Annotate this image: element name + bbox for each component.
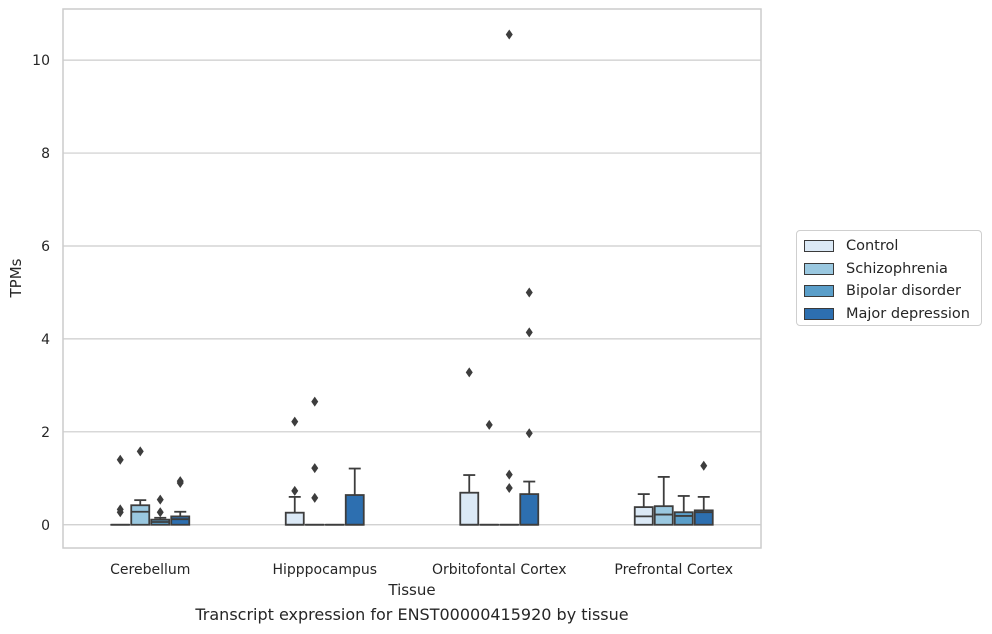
x-tick-label: Orbitofontal Cortex [432,562,567,578]
y-tick-label: 8 [41,146,50,162]
legend-item: Major depression [804,303,981,326]
box-body [693,509,714,526]
chart-caption: Transcript expression for ENST0000041592… [195,605,629,624]
box-3-1 [653,476,674,526]
outlier-point [291,485,299,496]
box-body [284,511,305,526]
outlier-point [116,507,124,518]
plot-frame [62,8,762,549]
outlier-point [136,446,144,457]
outlier-point [311,492,319,503]
legend-label: Bipolar disorder [846,283,961,300]
legend-item: Control [804,235,981,258]
outlier-point [156,494,164,505]
y-axis-label: TPMs [7,258,25,298]
x-axis-label: Tissue [387,581,435,599]
outlier-point [505,469,513,480]
box-0-0 [110,454,131,526]
y-tick-label: 0 [41,518,50,534]
outlier-point [525,327,533,338]
legend: Control Schizophrenia Bipolar disorder Majo… [796,230,982,326]
outlier-point [156,507,164,518]
box-3-0 [633,493,654,526]
box-body [519,493,540,526]
legend-label: Schizophrenia [846,260,948,277]
box-body [344,494,365,526]
legend-swatch [804,240,834,253]
outlier-point [311,396,319,407]
y-tick-label: 6 [41,239,50,255]
outlier-point [505,29,513,40]
box-0-1 [130,446,151,526]
outlier-point [116,454,124,465]
legend-swatch [804,307,834,320]
gridlines [63,59,761,526]
box-3-3 [693,460,714,526]
outlier-point [311,463,319,474]
box-1-0 [284,416,305,526]
box-2-1 [479,419,500,526]
box-0-3 [170,476,191,526]
y-tick-label: 2 [41,425,50,441]
box-body [673,511,694,526]
plot-area [110,29,714,526]
box-2-0 [459,367,480,526]
box-body [653,505,674,526]
outlier-point [176,477,184,488]
box-body [170,515,191,526]
box-1-1 [304,396,325,526]
outlier-point [485,419,493,430]
legend-swatch [804,262,834,275]
outlier-point [525,287,533,298]
box-2-2 [499,29,520,526]
legend-label: Control [846,238,899,255]
x-tick-labels: Cerebellum Hipppocampus Orbitofontal Corte… [110,562,733,578]
outlier-point [525,428,533,439]
x-tick-label: Cerebellum [110,562,190,578]
outlier-point [505,483,513,494]
box-body [130,504,151,526]
y-tick-labels: 0 2 4 6 8 10 [32,53,50,534]
outlier-point [291,416,299,427]
box-2-3 [519,287,540,526]
legend-swatch [804,285,834,298]
box-body [459,491,480,526]
outlier-point [700,460,708,471]
x-tick-label: Hipppocampus [272,562,377,578]
x-tick-label: Prefrontal Cortex [614,562,733,578]
legend-label: Major depression [846,305,970,322]
outlier-point [465,367,473,378]
box-3-2 [673,495,694,526]
y-tick-label: 10 [32,53,50,69]
y-tick-label: 4 [41,332,50,348]
box-0-2 [150,494,171,526]
legend-item: Schizophrenia [804,258,981,281]
box-1-3 [344,467,365,526]
legend-item: Bipolar disorder [804,280,981,303]
